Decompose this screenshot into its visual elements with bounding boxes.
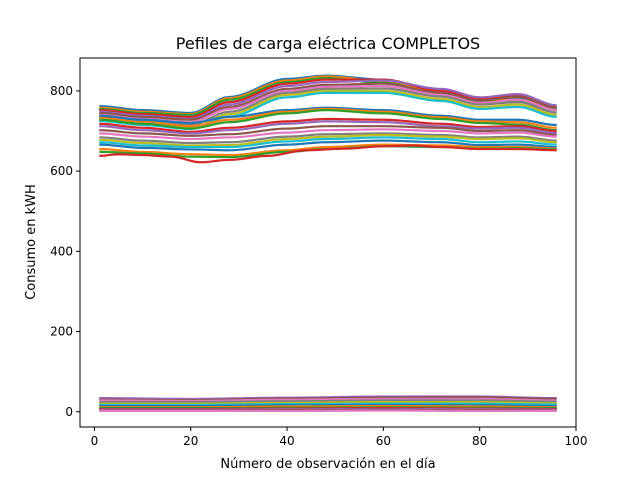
x-tick-label: 20 <box>183 434 198 448</box>
x-tick-label: 80 <box>472 434 487 448</box>
chart-title: Pefiles de carga eléctrica COMPLETOS <box>176 34 480 53</box>
y-tick-label: 200 <box>50 325 73 339</box>
y-tick-label: 0 <box>65 405 73 419</box>
x-tick-label: 0 <box>91 434 99 448</box>
x-axis-label: Número de observación en el día <box>220 457 435 472</box>
x-tick-label: 60 <box>376 434 391 448</box>
x-tick-label: 100 <box>565 434 588 448</box>
y-tick-label: 800 <box>50 84 73 98</box>
y-tick-label: 400 <box>50 244 73 258</box>
y-axis-label: Consumo en kWH <box>24 184 39 300</box>
x-tick-label: 40 <box>279 434 294 448</box>
y-tick-label: 600 <box>50 164 73 178</box>
